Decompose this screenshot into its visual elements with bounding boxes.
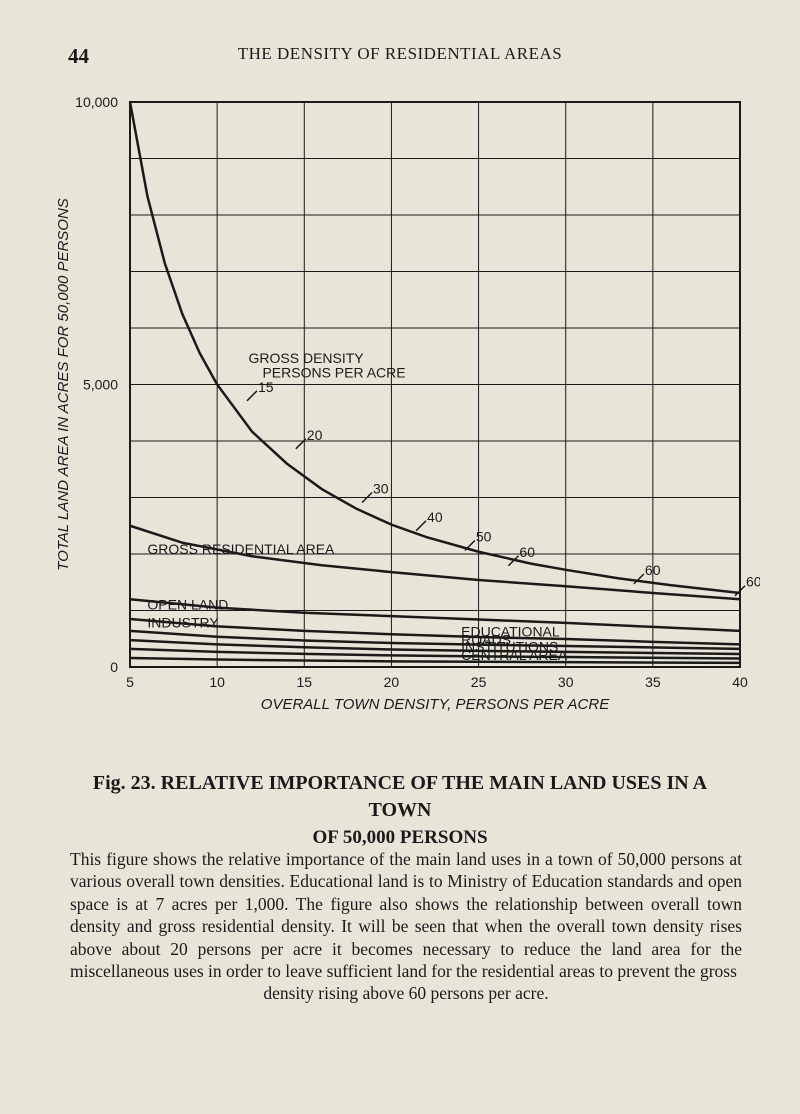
svg-text:GROSS DENSITY: GROSS DENSITY xyxy=(249,350,365,366)
svg-text:60: 60 xyxy=(645,562,661,578)
svg-text:25: 25 xyxy=(471,674,487,690)
page-header: THE DENSITY OF RESIDENTIAL AREAS xyxy=(0,44,800,64)
svg-text:50: 50 xyxy=(476,529,492,545)
svg-text:20: 20 xyxy=(307,427,323,443)
svg-text:5: 5 xyxy=(126,674,134,690)
svg-text:35: 35 xyxy=(645,674,661,690)
figure-description: This figure shows the relative importanc… xyxy=(70,848,742,1005)
svg-text:CENTRAL AREA: CENTRAL AREA xyxy=(461,647,568,663)
svg-text:OPEN LAND: OPEN LAND xyxy=(147,596,228,612)
svg-text:TOTAL LAND AREA IN ACRES FOR 5: TOTAL LAND AREA IN ACRES FOR 50,000 PERS… xyxy=(55,198,72,571)
chart-svg: 5 10 15 20 25 30 35 40 0 5,000 10,000 OVERALL TOWN … xyxy=(50,82,760,742)
svg-text:20: 20 xyxy=(384,674,400,690)
svg-text:40: 40 xyxy=(732,674,748,690)
description-main: This figure shows the relative importanc… xyxy=(70,849,742,981)
svg-text:PERSONS PER ACRE: PERSONS PER ACRE xyxy=(262,365,405,381)
svg-text:15: 15 xyxy=(296,674,312,690)
svg-text:30: 30 xyxy=(373,481,389,497)
svg-text:40: 40 xyxy=(427,509,443,525)
svg-text:10,000: 10,000 xyxy=(75,94,118,110)
description-last-line: density rising above 60 persons per acre… xyxy=(70,982,742,1004)
figure-caption: Fig. 23. RELATIVE IMPORTANCE OF THE MAIN… xyxy=(60,770,740,851)
svg-text:INDUSTRY: INDUSTRY xyxy=(147,614,219,630)
svg-text:30: 30 xyxy=(558,674,574,690)
svg-text:0: 0 xyxy=(110,659,118,675)
figure-caption-line2: OF 50,000 PERSONS xyxy=(312,827,487,848)
svg-text:GROSS RESIDENTIAL AREA: GROSS RESIDENTIAL AREA xyxy=(147,541,335,557)
svg-text:15: 15 xyxy=(258,379,274,395)
svg-text:60: 60 xyxy=(519,544,535,560)
svg-text:5,000: 5,000 xyxy=(83,377,118,393)
svg-text:OVERALL TOWN DENSITY, PERSONS: OVERALL TOWN DENSITY, PERSONS PER ACRE xyxy=(261,696,610,713)
figure-23-chart: 5 10 15 20 25 30 35 40 0 5,000 10,000 OVERALL TOWN … xyxy=(50,82,760,742)
svg-text:10: 10 xyxy=(209,674,225,690)
svg-text:60: 60 xyxy=(746,574,760,590)
figure-caption-line1: Fig. 23. RELATIVE IMPORTANCE OF THE MAIN… xyxy=(93,772,707,821)
